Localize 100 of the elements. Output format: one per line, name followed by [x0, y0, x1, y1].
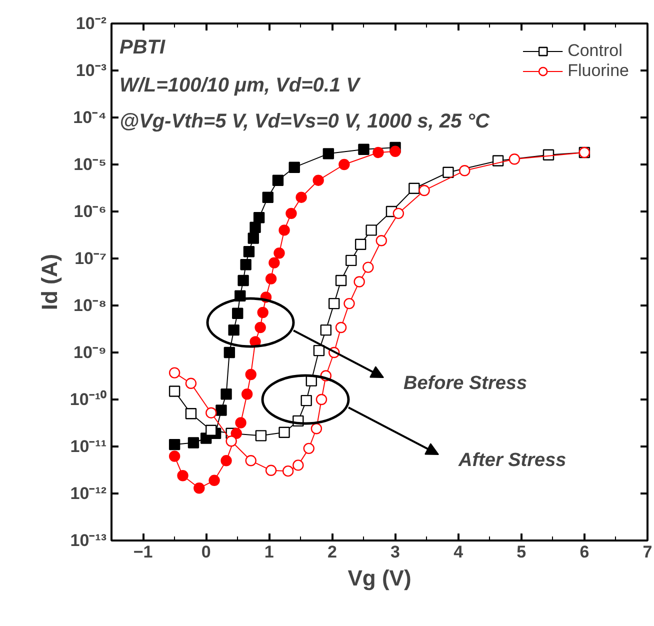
x-tick-label: 7 [642, 542, 652, 562]
point [168, 438, 180, 450]
point [300, 394, 312, 406]
point [265, 273, 277, 284]
y-tick-label: 10⁻² [76, 14, 107, 33]
y-axis-title: Id (A) [36, 254, 62, 310]
legend-label: Control [568, 41, 622, 61]
point [168, 450, 180, 462]
y-tick-label: 10⁻⁶ [74, 202, 107, 221]
point [344, 298, 355, 310]
point [354, 238, 366, 250]
point [254, 322, 266, 334]
point [278, 224, 290, 236]
point [168, 367, 180, 378]
annotation: After Stress [458, 450, 566, 471]
point [208, 474, 220, 486]
point [338, 158, 350, 170]
y-tick-label: 10⁻¹² [70, 484, 107, 503]
y-tick-label: 10⁻⁴ [73, 108, 107, 127]
point [226, 436, 237, 447]
point [272, 174, 284, 186]
point [358, 144, 370, 155]
x-tick-label: 3 [390, 542, 400, 562]
y-tick-label: 10⁻³ [76, 61, 107, 80]
x-axis-title: Vg (V) [348, 566, 412, 590]
point [268, 257, 280, 268]
point [265, 464, 277, 476]
point [243, 246, 255, 258]
y-tick-label: 10⁻⁹ [74, 343, 107, 362]
x-tick-label: 5 [516, 542, 526, 562]
point [366, 224, 377, 236]
point [328, 298, 340, 310]
point [245, 368, 256, 380]
y-tick-label: 10⁻¹¹ [70, 437, 107, 456]
y-tick-label: 10⁻⁸ [74, 296, 107, 315]
point [508, 154, 520, 165]
point [224, 346, 236, 358]
annotation: @Vg-Vth=5 V, Vd=Vs=0 V, 1000 s, 25 °C [120, 110, 490, 132]
point [408, 182, 420, 194]
point [245, 455, 256, 466]
point [168, 386, 180, 397]
point [206, 407, 217, 418]
point [232, 308, 244, 319]
point [278, 426, 290, 438]
x-tick-label: 6 [580, 542, 590, 562]
point [286, 208, 297, 220]
point [376, 235, 387, 246]
point [230, 428, 242, 439]
annotation: Before Stress [404, 373, 528, 394]
point [313, 344, 325, 356]
point [372, 146, 384, 158]
point [390, 146, 401, 157]
point [310, 423, 322, 434]
point [220, 388, 232, 400]
point [312, 174, 324, 186]
point [288, 162, 300, 173]
x-tick-label: 1 [264, 542, 274, 562]
point [282, 465, 294, 477]
point [238, 274, 249, 286]
point [177, 470, 188, 482]
point [262, 192, 274, 203]
point [255, 430, 267, 442]
annotation: W/L=100/10 μm, Vd=0.1 V [120, 74, 362, 96]
point [220, 455, 232, 466]
point [253, 212, 265, 224]
point [320, 324, 332, 336]
point [316, 394, 328, 406]
point [296, 192, 307, 203]
point [442, 166, 454, 178]
annotation: PBTI [120, 36, 166, 58]
x-tick-label: 0 [201, 542, 211, 562]
point [194, 482, 205, 494]
point [241, 388, 253, 400]
point [418, 184, 430, 196]
point [240, 259, 252, 270]
point [216, 404, 227, 416]
point [228, 324, 240, 336]
point [185, 408, 197, 420]
x-tick-label: 4 [454, 542, 464, 562]
point [292, 460, 304, 471]
point [303, 442, 314, 454]
point [459, 165, 470, 176]
point [335, 274, 347, 286]
y-tick-label: 10⁻¹⁰ [70, 390, 107, 409]
point [206, 424, 217, 436]
point [392, 208, 404, 220]
point [250, 222, 261, 233]
point [274, 248, 285, 259]
y-tick-label: 10⁻¹³ [70, 531, 107, 550]
point [235, 417, 246, 428]
point [362, 262, 374, 273]
point [335, 322, 347, 334]
point [354, 276, 365, 288]
point [346, 254, 357, 266]
point [185, 378, 197, 389]
point [188, 437, 200, 448]
point [248, 232, 259, 244]
point [257, 306, 268, 318]
x-tick-label: 2 [327, 542, 337, 562]
legend-label: Fluorine [568, 61, 629, 81]
